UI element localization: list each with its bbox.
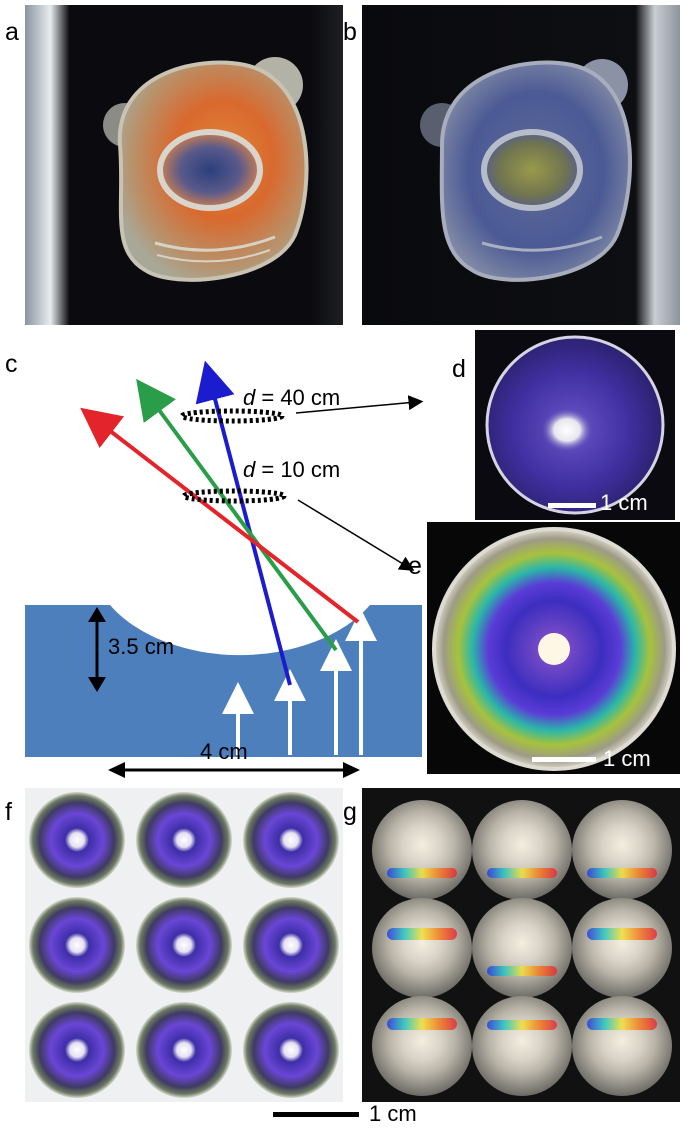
pointer-to-d	[295, 395, 424, 414]
photo-panel-a	[25, 5, 343, 325]
green-ray	[136, 378, 338, 652]
panel-label-a-outer: a	[5, 18, 19, 46]
ray-diagram	[25, 360, 424, 778]
scale-bar-e	[532, 757, 596, 762]
panel-label-d: d	[452, 355, 466, 383]
scale-bar-d	[548, 503, 596, 508]
distance-near-var: d	[243, 457, 256, 482]
photo-e-graphic	[427, 522, 680, 774]
scale-label-d: 1 cm	[600, 490, 648, 515]
red-ray	[80, 407, 360, 624]
rainbow-bands	[387, 868, 657, 1030]
incident-rays	[222, 609, 377, 755]
distance-far-value: = 40 cm	[255, 385, 341, 410]
photo-b-graphic	[362, 5, 680, 325]
panel-label-g: g	[343, 798, 357, 826]
screen-near	[181, 488, 287, 504]
width-label: 4 cm	[200, 739, 248, 764]
panel-label-b: b	[343, 18, 357, 46]
scale-bar-bottom	[273, 1112, 359, 1117]
panel-label-e: e	[408, 552, 422, 580]
panel-label-f: f	[5, 798, 12, 826]
photo-panel-e: 1 cm	[427, 522, 680, 774]
photo-f-graphic	[25, 788, 343, 1102]
photo-panel-f	[25, 788, 343, 1102]
scale-label-e: 1 cm	[603, 746, 651, 771]
photo-panel-d: 1 cm	[475, 330, 675, 520]
distance-near-label: d = 10 cm	[243, 459, 340, 481]
pointer-to-e	[297, 499, 415, 571]
distance-far-var: d	[243, 385, 256, 410]
photo-panel-g	[362, 788, 680, 1102]
well-array-g	[372, 800, 672, 1096]
photo-a-graphic	[25, 5, 343, 325]
scale-label-bottom: 1 cm	[369, 1101, 417, 1126]
distance-near-value: = 10 cm	[255, 457, 341, 482]
photo-g-graphic	[362, 788, 680, 1102]
well-array-f	[29, 792, 339, 1098]
photo-panel-b	[362, 5, 680, 325]
screen-far	[179, 408, 285, 424]
distance-far-label: d = 40 cm	[243, 387, 340, 409]
photo-d-graphic	[475, 330, 675, 520]
panel-label-c: c	[5, 350, 18, 378]
depth-label: 3.5 cm	[108, 634, 175, 659]
